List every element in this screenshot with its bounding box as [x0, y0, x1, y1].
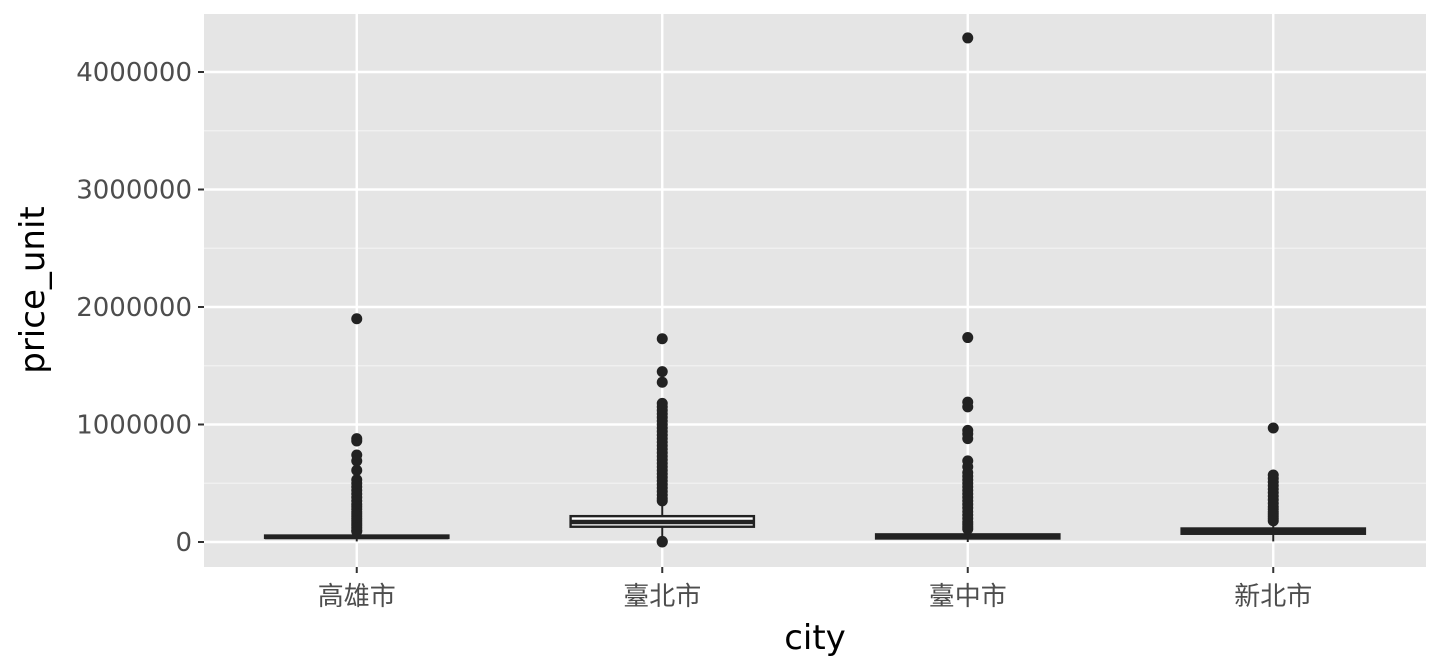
outlier-point — [656, 495, 668, 507]
outlier-point — [351, 464, 363, 476]
y-tick-label: 0 — [175, 528, 192, 558]
outlier-point — [351, 455, 363, 467]
x-tick-label: 高雄市 — [318, 582, 396, 612]
y-tick-label: 2000000 — [76, 293, 192, 323]
x-tick-label: 臺中市 — [929, 582, 1007, 612]
outlier-point — [962, 523, 974, 535]
outlier-point — [351, 525, 363, 537]
outlier-point — [1267, 422, 1279, 434]
outlier-point — [962, 433, 974, 445]
outlier-point — [351, 313, 363, 325]
outlier-point — [962, 32, 974, 44]
y-axis-title: price_unit — [13, 206, 53, 374]
outlier-point — [351, 435, 363, 447]
outlier-point — [962, 401, 974, 413]
outlier-point — [1267, 515, 1279, 527]
plot-panel — [204, 14, 1426, 567]
x-axis-title: city — [784, 618, 846, 658]
x-tick-label: 臺北市 — [623, 582, 701, 612]
y-tick-label: 3000000 — [76, 176, 192, 206]
outlier-point — [656, 376, 668, 388]
y-tick-label: 1000000 — [76, 411, 192, 441]
y-tick-label: 4000000 — [76, 58, 192, 88]
outlier-points — [351, 32, 1279, 548]
outlier-point — [656, 333, 668, 345]
outlier-point — [656, 536, 668, 548]
x-tick-label: 新北市 — [1234, 582, 1312, 612]
outlier-point — [656, 366, 668, 378]
axes: 0 1000000 2000000 3000000 4000000 高雄市 臺北市 臺中市 新北… — [76, 58, 1312, 612]
outlier-point — [962, 332, 974, 344]
